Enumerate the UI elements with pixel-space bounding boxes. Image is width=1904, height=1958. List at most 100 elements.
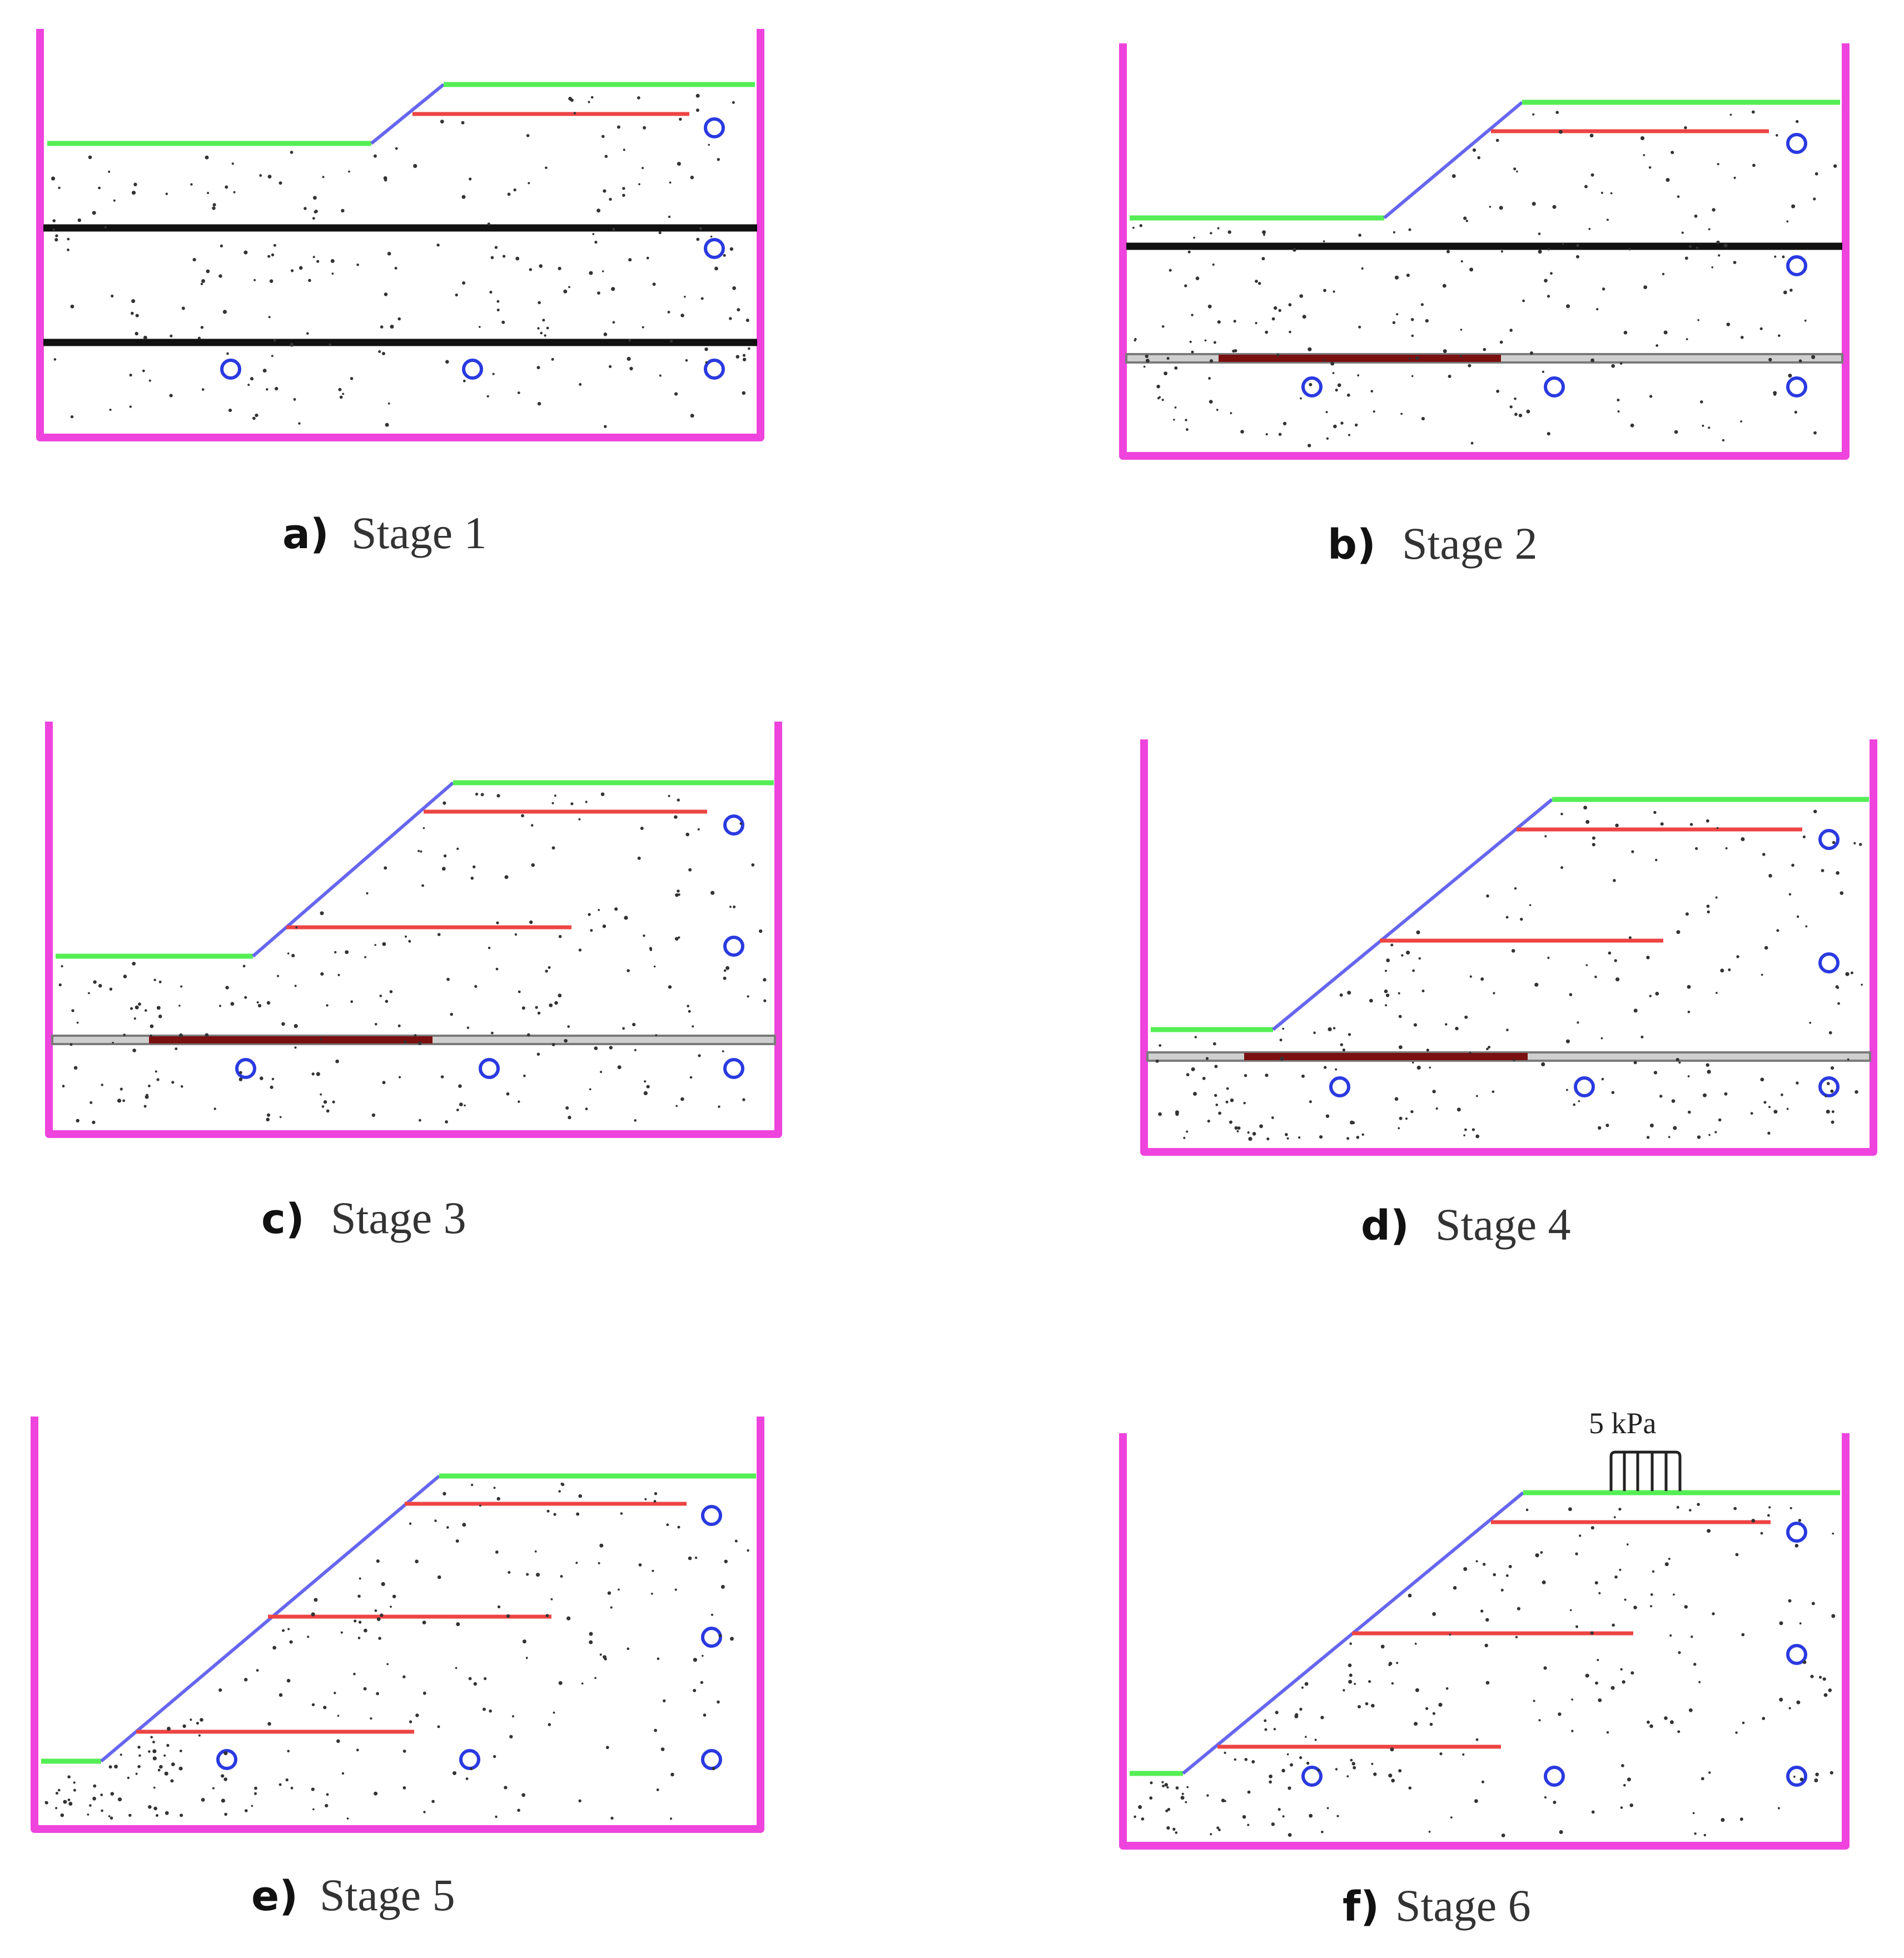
soil-dot: [1509, 405, 1513, 409]
soil-dot: [178, 1005, 181, 1007]
soil-dot: [747, 1549, 749, 1552]
soil-dot: [1721, 1818, 1725, 1822]
soil-dot: [402, 1750, 406, 1753]
soil-dot: [230, 1002, 235, 1006]
soil-dot: [468, 1677, 472, 1681]
soil-dot: [171, 1762, 175, 1767]
soil-dot: [137, 1765, 141, 1768]
soil-dot: [685, 832, 689, 837]
soil-dot: [742, 357, 747, 361]
soil-dot: [696, 237, 700, 241]
soil-dot: [1499, 206, 1503, 210]
soil-dot: [588, 101, 590, 103]
soil-dot: [1717, 163, 1719, 166]
soil-dot: [612, 321, 615, 324]
soil-dot: [1323, 359, 1326, 361]
soil-dot: [545, 1614, 549, 1617]
soil-dot: [271, 1077, 275, 1081]
soil-dot: [346, 1817, 349, 1820]
soil-dot: [1624, 1598, 1627, 1601]
soil-dot: [677, 162, 681, 166]
soil-dot: [518, 990, 521, 993]
soil-dot: [1335, 1768, 1338, 1771]
soil-dot: [1525, 1508, 1529, 1512]
soil-dot: [1832, 841, 1836, 844]
soil-dot: [55, 1792, 58, 1795]
soil-dot: [670, 1772, 674, 1777]
soil-dot: [1541, 1062, 1545, 1066]
soil-dot: [1358, 325, 1361, 329]
soil-dot: [143, 335, 147, 340]
soil-dot: [1234, 1758, 1236, 1761]
soil-dot: [1448, 375, 1451, 378]
soil-dot: [165, 192, 168, 195]
soil-dot: [529, 920, 533, 925]
soil-dot: [480, 793, 484, 797]
soil-dot: [1542, 370, 1544, 373]
soil-dot: [245, 1809, 248, 1812]
soil-dot: [718, 1634, 722, 1637]
soil-dot: [1398, 1045, 1403, 1050]
soil-dot: [1218, 1111, 1222, 1115]
soil-dot: [1221, 1798, 1225, 1802]
soil-dot: [603, 1655, 607, 1659]
soil-dot: [654, 1492, 658, 1495]
soil-dot: [1606, 1731, 1609, 1734]
soil-dot: [564, 1038, 568, 1043]
soil-dot: [330, 259, 335, 263]
soil-dot: [1768, 1106, 1771, 1109]
soil-dot: [1720, 968, 1724, 973]
soil-dot: [1271, 1822, 1275, 1826]
soil-dot: [718, 1105, 720, 1108]
soil-dot: [526, 134, 530, 137]
soil-dot: [677, 889, 680, 893]
soil-dot: [1185, 1801, 1187, 1803]
soil-dot: [1601, 1077, 1604, 1081]
soil-dot: [1831, 1614, 1836, 1618]
soil-dot: [218, 1688, 222, 1692]
soil-dot: [1499, 340, 1503, 344]
soil-dot: [1577, 1021, 1579, 1024]
soil-dot: [363, 1687, 367, 1691]
soil-dot: [674, 815, 678, 819]
soil-dot: [514, 933, 518, 936]
soil-dot: [1186, 1786, 1189, 1788]
monitoring-marker: [235, 1058, 256, 1079]
soil-dot: [1590, 1631, 1594, 1635]
soil-dot: [98, 186, 101, 190]
soil-dot: [1621, 1764, 1624, 1767]
soil-dot: [1722, 439, 1725, 442]
soil-dot: [1650, 1593, 1653, 1596]
soil-dot: [1855, 1090, 1858, 1094]
soil-dot: [1547, 248, 1550, 251]
soil-dot: [1611, 364, 1615, 368]
soil-dot: [287, 1750, 290, 1753]
soil-dot: [247, 384, 250, 386]
soil-dot: [1778, 334, 1781, 337]
soil-dot: [226, 352, 229, 355]
soil-dot: [1522, 299, 1525, 302]
soil-dot: [717, 1700, 720, 1704]
soil-dot: [244, 1678, 248, 1682]
soil-dot: [1485, 1681, 1490, 1685]
soil-dot: [1610, 1686, 1615, 1690]
soil-dot: [259, 174, 262, 177]
soil-dot: [1264, 1719, 1267, 1722]
soil-dot: [1463, 216, 1467, 220]
weak-layer: [149, 1036, 432, 1043]
soil-dot: [364, 1628, 367, 1633]
soil-dot: [729, 247, 734, 251]
soil-dot: [1823, 1693, 1828, 1697]
soil-dot: [1206, 1794, 1209, 1797]
soil-dot: [578, 948, 582, 952]
soil-dot: [108, 1815, 111, 1817]
soil-dot: [1708, 426, 1711, 429]
soil-dot: [437, 933, 441, 936]
soil-dot: [1674, 430, 1678, 434]
soil-dot: [1240, 430, 1244, 434]
soil-dot: [1353, 1766, 1356, 1770]
soil-dot: [69, 1043, 73, 1046]
soil-dot: [1282, 1815, 1285, 1818]
soil-dot: [1255, 322, 1257, 325]
soil-dot: [1477, 156, 1480, 160]
